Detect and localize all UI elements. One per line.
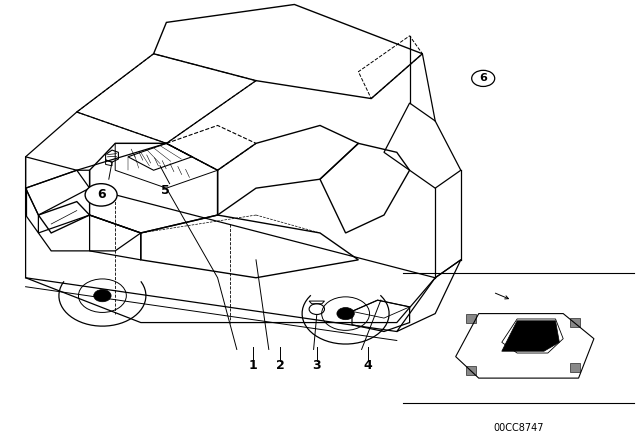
Bar: [570, 318, 580, 327]
Polygon shape: [502, 321, 559, 351]
Text: 4: 4: [364, 358, 372, 372]
Text: 5: 5: [161, 184, 170, 197]
Text: 3: 3: [312, 358, 321, 372]
Text: 6: 6: [479, 73, 487, 83]
Circle shape: [337, 307, 355, 320]
Text: 1: 1: [248, 358, 257, 372]
Text: 6: 6: [97, 188, 106, 202]
Circle shape: [85, 184, 117, 206]
Bar: [570, 363, 580, 372]
Text: 00CC8747: 00CC8747: [493, 423, 543, 433]
Circle shape: [93, 289, 111, 302]
Text: 2: 2: [276, 358, 285, 372]
Circle shape: [472, 70, 495, 86]
Bar: [466, 314, 476, 323]
Bar: [466, 366, 476, 375]
